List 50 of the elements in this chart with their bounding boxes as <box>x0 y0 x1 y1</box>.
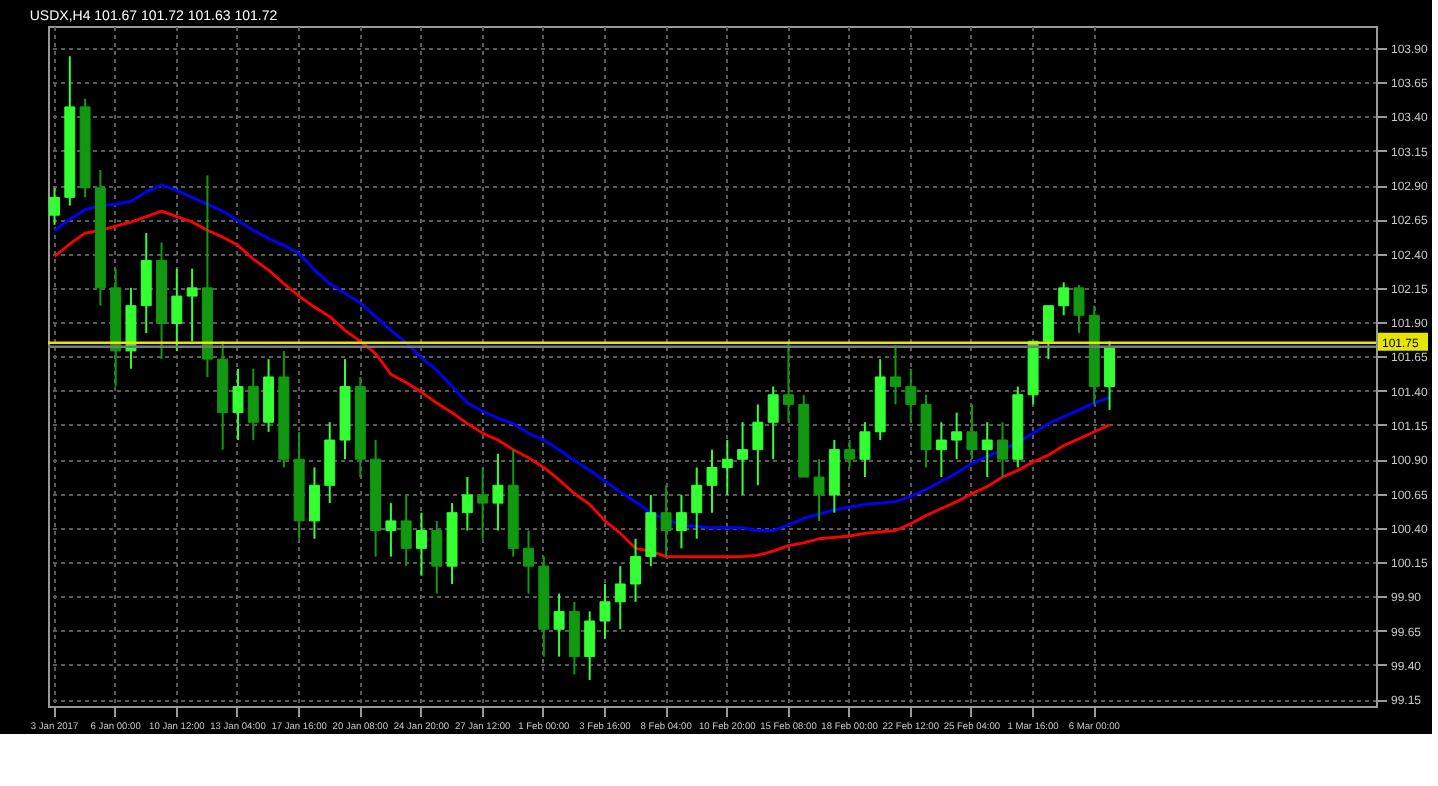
candlestick <box>706 448 718 514</box>
candlestick <box>691 466 703 540</box>
candlestick <box>981 421 993 479</box>
candlestick <box>140 232 152 335</box>
candlestick <box>171 267 183 352</box>
candlestick <box>1058 281 1070 317</box>
candlestick <box>461 476 473 532</box>
candlestick <box>660 484 672 558</box>
candlestick <box>828 439 840 514</box>
candlestick <box>966 403 978 461</box>
candlestick <box>844 439 856 469</box>
candlestick <box>584 610 596 681</box>
candlestick <box>599 582 611 640</box>
candlestick <box>400 493 412 568</box>
candlestick <box>951 411 963 461</box>
candlestick <box>721 439 733 496</box>
candlestick <box>308 466 320 540</box>
candlestick <box>477 466 489 540</box>
candlestick <box>905 367 917 424</box>
candlestick <box>997 421 1008 479</box>
candlestick <box>935 421 947 479</box>
candlestick <box>614 565 626 631</box>
candlestick <box>125 286 137 370</box>
candlestick <box>263 358 275 433</box>
candlestick <box>737 421 749 496</box>
candlestick <box>675 493 687 550</box>
candlestick <box>492 452 504 532</box>
candlestick <box>186 267 198 343</box>
candlestick <box>431 519 443 595</box>
candlestick <box>523 529 534 595</box>
candlestick <box>782 340 794 424</box>
candlestick <box>890 344 901 406</box>
candlestick <box>813 458 825 522</box>
candlestick <box>859 421 871 479</box>
candlestick <box>553 592 565 658</box>
candlestick <box>645 493 657 568</box>
candlestick <box>1104 340 1116 411</box>
candlestick <box>247 367 259 442</box>
candlestick <box>767 385 779 461</box>
candlestick <box>324 421 336 505</box>
candlestick <box>416 511 427 577</box>
candlestick <box>385 502 397 558</box>
candlestick <box>920 393 932 469</box>
candlestick <box>1042 304 1054 361</box>
candlestick <box>232 367 244 442</box>
candlestick <box>49 186 60 226</box>
candlestick <box>568 600 580 676</box>
candlestick <box>752 403 764 487</box>
candlestick <box>630 537 642 603</box>
candlestick <box>1073 284 1085 335</box>
